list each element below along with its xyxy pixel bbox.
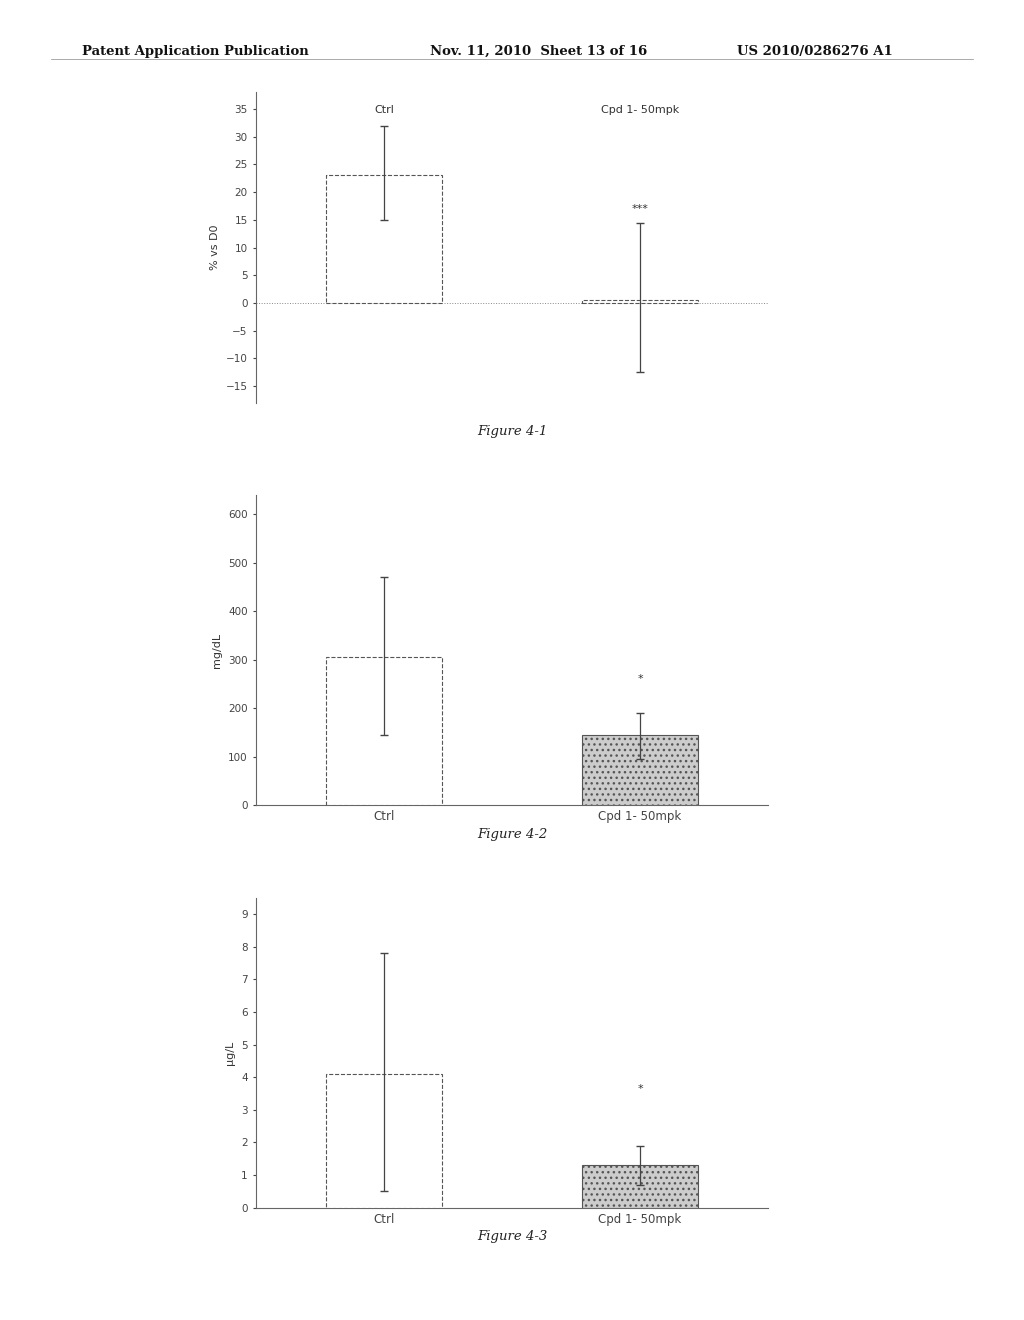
Text: Cpd 1- 50mpk: Cpd 1- 50mpk bbox=[601, 104, 679, 115]
Y-axis label: % vs D0: % vs D0 bbox=[210, 224, 220, 271]
Text: *: * bbox=[637, 675, 643, 684]
Text: Figure 4-3: Figure 4-3 bbox=[477, 1230, 547, 1243]
Text: ***: *** bbox=[632, 205, 648, 214]
Bar bbox=[583, 735, 697, 805]
Y-axis label: μg/L: μg/L bbox=[225, 1040, 236, 1065]
Text: Figure 4-1: Figure 4-1 bbox=[477, 425, 547, 438]
Bar bbox=[327, 657, 441, 805]
Bar bbox=[327, 1074, 441, 1208]
Text: *: * bbox=[637, 1084, 643, 1093]
Bar bbox=[327, 176, 441, 302]
Text: Figure 4-2: Figure 4-2 bbox=[477, 828, 547, 841]
Bar bbox=[583, 300, 697, 302]
Text: Ctrl: Ctrl bbox=[374, 104, 394, 115]
Bar bbox=[583, 1166, 697, 1208]
Text: Patent Application Publication: Patent Application Publication bbox=[82, 45, 308, 58]
Text: Nov. 11, 2010  Sheet 13 of 16: Nov. 11, 2010 Sheet 13 of 16 bbox=[430, 45, 647, 58]
Text: US 2010/0286276 A1: US 2010/0286276 A1 bbox=[737, 45, 893, 58]
Y-axis label: mg/dL: mg/dL bbox=[213, 632, 222, 668]
